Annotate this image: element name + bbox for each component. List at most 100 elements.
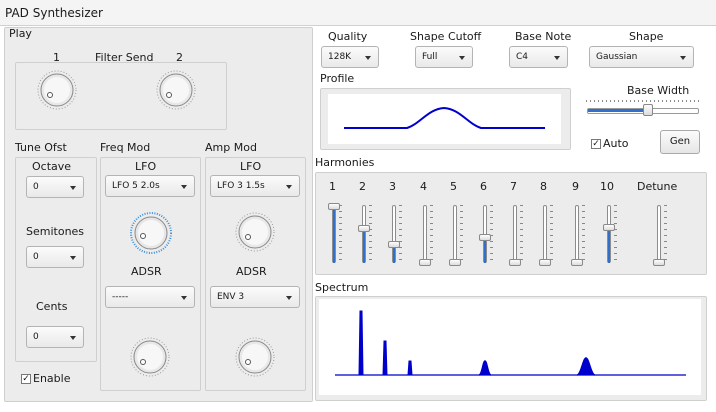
enable-checkbox[interactable]: ✓	[21, 374, 31, 384]
freq-mod-adsr-knob[interactable]	[129, 336, 171, 378]
amp-mod-adsr-select[interactable]: ENV 3	[210, 286, 300, 308]
slider-handle[interactable]	[539, 259, 551, 266]
chevron-down-icon	[680, 56, 686, 60]
slider-fill	[608, 229, 610, 263]
filter-send-knob1[interactable]	[36, 69, 78, 111]
chevron-down-icon	[286, 185, 292, 189]
freq-mod-lfo-knob[interactable]	[129, 211, 173, 255]
spectrum-plot	[319, 299, 701, 395]
shape-label: Shape	[629, 30, 664, 43]
quality-label: Quality	[328, 30, 368, 43]
harmonic-2-slider[interactable]	[355, 201, 375, 267]
title-bar	[0, 0, 716, 26]
harmonic-7-slider[interactable]	[506, 201, 526, 267]
slider-ticks	[664, 205, 667, 263]
harmonic-4-slider[interactable]	[416, 201, 436, 267]
shape-cutoff-value: Full	[422, 52, 438, 62]
harmonic-6-slider[interactable]	[476, 201, 496, 267]
amp-mod-lfo-knob[interactable]	[234, 211, 276, 253]
quality-value: 128K	[328, 52, 352, 62]
detune-label: Detune	[637, 180, 678, 193]
cents-value: 0	[33, 332, 39, 342]
slider-handle[interactable]	[358, 225, 370, 233]
harmonic-5-slider[interactable]	[446, 201, 466, 267]
slider-handle[interactable]	[603, 224, 615, 232]
slider-handle[interactable]	[388, 240, 400, 248]
slider-ticks	[490, 205, 493, 263]
harmonic-2-label: 2	[359, 180, 366, 193]
base-note-value: C4	[516, 52, 529, 62]
filter-send-knob2-label: 2	[176, 51, 183, 64]
freq-mod-adsr-select[interactable]: -----	[105, 286, 195, 308]
play-group-title: Play	[9, 27, 32, 40]
slider-trough	[657, 205, 661, 263]
chevron-down-icon	[70, 186, 76, 190]
chevron-down-icon	[181, 185, 187, 189]
filter-send-label: Filter Send	[95, 51, 154, 64]
slider-trough	[513, 205, 517, 263]
amp-mod-lfo-select[interactable]: LFO 3 1.5s	[210, 175, 300, 197]
semitones-label: Semitones	[26, 225, 85, 238]
detune-slider[interactable]	[650, 201, 670, 267]
amp-mod-lfo-label: LFO	[240, 160, 262, 173]
slider-handle[interactable]	[571, 259, 583, 266]
slider-handle[interactable]	[449, 259, 461, 266]
base-width-handle[interactable]	[643, 104, 653, 116]
filter-send-knob2[interactable]	[155, 69, 197, 111]
shape-cutoff-select[interactable]: Full	[415, 46, 473, 68]
freq-mod-lfo-label: LFO	[135, 160, 157, 173]
amp-mod-frame	[205, 157, 306, 391]
quality-select[interactable]: 128K	[321, 46, 379, 68]
freq-mod-lfo-value: LFO 5 2.0s	[112, 181, 160, 191]
spectrum-label: Spectrum	[315, 281, 369, 294]
semitones-select[interactable]: 0	[26, 246, 84, 268]
auto-label: Auto	[603, 137, 629, 150]
base-width-ticks	[586, 100, 699, 102]
freq-mod-frame	[100, 157, 201, 391]
harmonic-9-slider[interactable]	[568, 201, 588, 267]
tune-ofst-frame	[15, 157, 97, 362]
slider-handle[interactable]	[653, 259, 665, 266]
amp-mod-adsr-label: ADSR	[236, 265, 267, 278]
slider-handle[interactable]	[509, 259, 521, 266]
chevron-down-icon	[70, 336, 76, 340]
amp-mod-label: Amp Mod	[205, 141, 257, 154]
harmonic-3-label: 3	[389, 180, 396, 193]
slider-ticks	[520, 205, 523, 263]
freq-mod-adsr-value: -----	[112, 292, 129, 302]
slider-handle[interactable]	[479, 233, 491, 241]
cents-select[interactable]: 0	[26, 326, 84, 348]
harmonic-1-slider[interactable]	[325, 201, 345, 267]
slider-handle[interactable]	[328, 203, 340, 210]
slider-fill	[484, 238, 486, 263]
octave-value: 0	[33, 182, 39, 192]
base-note-select[interactable]: C4	[509, 46, 568, 68]
harmonic-3-slider[interactable]	[385, 201, 405, 267]
freq-mod-lfo-select[interactable]: LFO 5 2.0s	[105, 175, 195, 197]
amp-mod-adsr-knob[interactable]	[234, 336, 276, 378]
gen-button[interactable]: Gen	[660, 130, 700, 154]
auto-checkbox[interactable]: ✓	[591, 139, 601, 149]
amp-mod-lfo-value: LFO 3 1.5s	[217, 181, 265, 191]
slider-ticks	[369, 205, 372, 263]
base-width-label: Base Width	[627, 84, 690, 97]
filter-send-knob1-label: 1	[53, 51, 60, 64]
harmonic-8-slider[interactable]	[536, 201, 556, 267]
harmonics-frame	[315, 172, 707, 275]
slider-handle[interactable]	[419, 259, 431, 266]
slider-ticks	[430, 205, 433, 263]
slider-trough	[453, 205, 457, 263]
harmonic-6-label: 6	[480, 180, 487, 193]
slider-ticks	[399, 205, 402, 263]
window-title: PAD Synthesizer	[5, 6, 103, 20]
harmonic-10-slider[interactable]	[600, 201, 620, 267]
base-width-fill	[588, 109, 648, 112]
shape-select[interactable]: Gaussian	[589, 46, 694, 68]
harmonic-8-label: 8	[540, 180, 547, 193]
checkmark-icon: ✓	[22, 374, 30, 384]
shape-value: Gaussian	[596, 52, 638, 62]
tune-ofst-label: Tune Ofst	[15, 141, 67, 154]
slider-trough	[423, 205, 427, 263]
octave-select[interactable]: 0	[26, 176, 84, 198]
enable-label: Enable	[33, 372, 71, 385]
